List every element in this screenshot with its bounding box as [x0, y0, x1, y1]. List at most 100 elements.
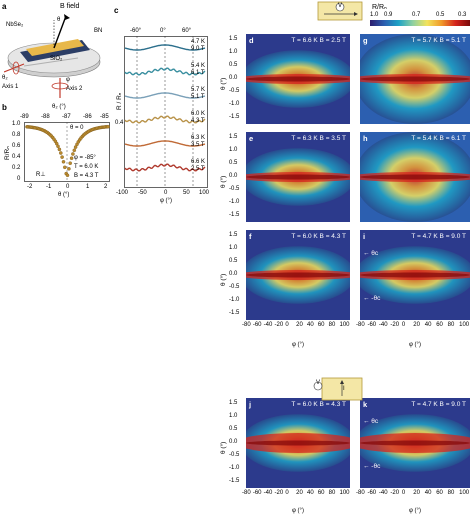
phi-tick: 80 [328, 490, 336, 496]
theta-tick: 1.5 [229, 134, 238, 140]
circuit-diagram-top [317, 1, 363, 21]
colorbar-tick: 0.9 [384, 12, 393, 18]
label-axis2: Axis 2 [66, 86, 83, 92]
theta-tick: -1.5 [229, 212, 240, 218]
b-data-point [72, 148, 77, 153]
phi-tick: -40 [378, 490, 388, 496]
phi-tick: 100 [339, 322, 350, 328]
theta-tick: -0.5 [229, 186, 240, 192]
theta-tick: 1.5 [229, 400, 238, 406]
c-curve [124, 163, 206, 172]
phi-tick: -40 [263, 490, 273, 496]
phi-tick: 100 [339, 490, 350, 496]
theta-axis-label: θ (°) [220, 273, 227, 286]
c-curve [124, 140, 206, 147]
panel-letter-b: b [2, 103, 7, 112]
colorbar-tick: 0.3 [458, 12, 467, 18]
phi-tick: 100 [459, 490, 470, 496]
c-xlabel: φ (°) [160, 198, 172, 204]
theta-tick: 0.5 [229, 62, 238, 68]
theta-tick: -1.5 [229, 114, 240, 120]
b-xtick: 2 [104, 184, 108, 190]
c-curve [124, 115, 206, 124]
phi-tick: 0 [401, 322, 406, 328]
b-plot [24, 122, 110, 182]
theta-tick: -1.0 [229, 297, 240, 303]
circuit-bottom-v-label: V [316, 380, 321, 386]
b-xtick: -2 [27, 184, 33, 190]
phi-tick: 80 [447, 322, 455, 328]
theta-tick: 0.0 [229, 439, 238, 445]
neg-theta-c-marker: ← -θc [363, 294, 381, 302]
heatmap-letter: j [249, 400, 252, 409]
theta-axis-label: θ (°) [220, 77, 227, 90]
heatmap-canvas [246, 398, 350, 488]
phi-tick: 20 [413, 322, 420, 328]
phi-tick: -40 [378, 322, 388, 328]
c-curve [124, 67, 206, 76]
heatmap-panel-e: e T = 6.3 K B = 3.5 T [246, 132, 350, 222]
heatmap-title: T = 5.4 K B = 6.1 T [411, 135, 466, 142]
c-curve [124, 92, 206, 99]
label-theta: θ [57, 17, 61, 23]
phi-axis-label: φ (°) [409, 508, 421, 514]
b-top-tick: -85 [100, 114, 109, 120]
b-data-point [59, 151, 63, 155]
heatmap-panel-d: d T = 6.6 K B = 2.5 T [246, 34, 350, 124]
heatmap-panel-g: g T = 5.7 K B = 5.1 T [360, 34, 470, 124]
panel-letter-a: a [2, 2, 7, 11]
b-xlabel: θ (°) [58, 192, 70, 198]
heatmap-letter: i [363, 232, 366, 241]
phi-tick: 40 [424, 490, 432, 496]
c-curve-temperature: 6.6 K [191, 159, 206, 165]
b-top-tick: -89 [20, 114, 29, 120]
heatmap-canvas [246, 34, 350, 124]
colorbar-tick: 0.5 [436, 12, 445, 18]
theta-tick: 0.5 [229, 258, 238, 264]
theta-axis-label: θ (°) [220, 175, 227, 188]
phi-tick: 0 [401, 490, 406, 496]
heatmap-panel-h: h T = 5.4 K B = 6.1 T [360, 132, 470, 222]
c-ylabel: R / Rₙ [116, 92, 123, 110]
phi-tick: -20 [274, 490, 284, 496]
device-schematic [4, 14, 101, 98]
b-data-point [69, 156, 74, 160]
heatmap-canvas [246, 132, 350, 222]
heatmap-canvas [360, 34, 470, 124]
b-ylabel: R/Rₙ [4, 146, 11, 160]
heatmap-canvas [360, 132, 470, 222]
circuit-bottom-i-label: I [343, 386, 345, 392]
circuit-v-label: V [338, 3, 343, 9]
c-curve-field: 5.1 T [191, 94, 205, 100]
c-xtick: 50 [183, 190, 190, 196]
b-phi-annotation: φ = -85° [74, 155, 96, 161]
heatmap-title: T = 6.0 K B = 4.3 T [291, 401, 346, 408]
phi-tick: 100 [459, 322, 470, 328]
phi-tick: -80 [242, 490, 251, 496]
phi-axis-label: φ (°) [292, 342, 304, 348]
phi-tick: 0 [285, 490, 289, 496]
phi-tick: 60 [436, 322, 443, 328]
c-curve-group [124, 44, 206, 172]
b-ytick: 0.8 [12, 132, 21, 138]
phi-tick: -60 [367, 490, 377, 496]
phi-tick: -20 [274, 322, 284, 328]
c-top-tick: -60° [130, 28, 142, 34]
label-sio2: SiO₂ [50, 56, 63, 62]
colorbar-gradient [370, 20, 470, 26]
heatmap-panel-f: f T = 6.0 K B = 4.3 T [246, 230, 350, 320]
b-top-tick: -87 [62, 114, 71, 120]
theta-tick: -1.0 [229, 199, 240, 205]
colorbar-tick: 0.7 [412, 12, 421, 18]
b-data-point [57, 147, 62, 152]
b-top-axis-label: θ₂ (°) [52, 104, 66, 110]
phi-tick: 20 [413, 490, 420, 496]
phi-tick: -40 [263, 322, 273, 328]
b-temperature-annotation: T = 6.0 K [74, 164, 99, 170]
theta-tick: 1.0 [229, 49, 238, 55]
theta-tick: 0.0 [229, 271, 238, 277]
phi-tick: -60 [367, 322, 377, 328]
b-top-tick: -88 [41, 114, 50, 120]
heatmap-letter: e [249, 134, 254, 143]
label-nbse2: NbSe₂ [6, 22, 24, 28]
